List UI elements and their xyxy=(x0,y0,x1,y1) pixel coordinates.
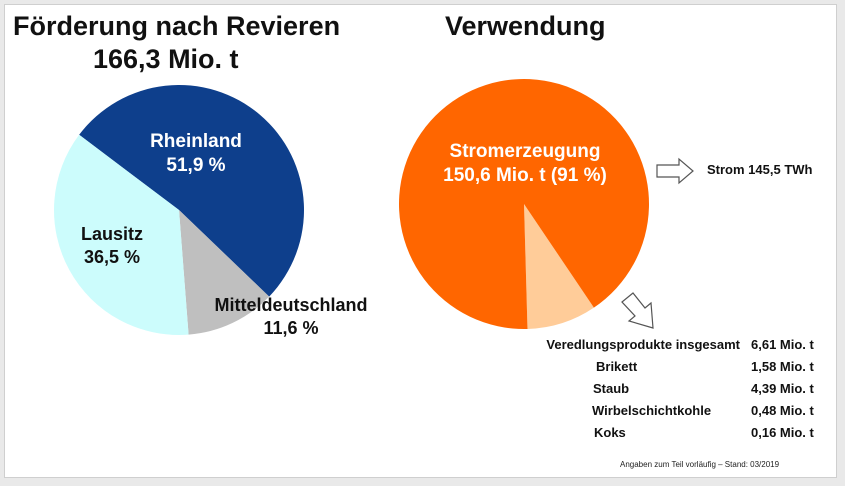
chart-title-foerderung: Förderung nach Revieren xyxy=(13,11,341,41)
label-lausitz-value: 36,5 % xyxy=(83,246,141,267)
veredlung-row-0: Veredlungsprodukte insgesamt xyxy=(5,337,740,359)
chart-title-verwendung: Verwendung xyxy=(445,11,606,41)
arrow-right-icon xyxy=(656,157,694,185)
veredlung-value-3: 0,48 Mio. t xyxy=(751,403,814,418)
pie-slice-veredlungsprodukte-insgesamt xyxy=(524,204,594,329)
pie-charts-svg xyxy=(53,79,694,336)
label-rheinland-value: 51,9 % xyxy=(166,154,226,176)
veredlung-name: Brikett xyxy=(596,359,638,374)
arrow-down-right-icon xyxy=(621,292,654,329)
pie-foerderung xyxy=(53,85,304,336)
veredlung-name: Wirbelschichtkohle xyxy=(592,403,712,418)
label-mitteldeutschland: Mitteldeutschland 11,6 % xyxy=(201,294,381,339)
label-mitteldeutschland-value: 11,6 % xyxy=(263,317,319,338)
label-stromerzeugung-value: 150,6 Mio. t (91 %) xyxy=(443,164,607,186)
pie-slice-lausitz xyxy=(53,134,189,336)
veredlung-value-1: 1,58 Mio. t xyxy=(751,359,814,374)
footnote: Angaben zum Teil vorläufig – Stand: 03/2… xyxy=(620,460,780,469)
veredlung-row-4: Koks xyxy=(5,425,735,447)
label-lausitz-name: Lausitz xyxy=(80,224,143,244)
veredlung-name: Staub xyxy=(593,381,630,396)
veredlung-name: Koks xyxy=(594,425,626,440)
veredlung-value-0: 6,61 Mio. t xyxy=(751,337,814,352)
annotation-strom: Strom 145,5 TWh xyxy=(707,162,813,177)
veredlung-value-2: 4,39 Mio. t xyxy=(751,381,814,396)
veredlung-name: Veredlungsprodukte insgesamt xyxy=(546,337,740,352)
label-stromerzeugung-name: Stromerzeugung xyxy=(449,141,601,162)
pie-slice-rheinland xyxy=(79,85,304,297)
veredlung-row-1: Brikett xyxy=(5,359,735,381)
label-rheinland: Rheinland 51,9 % xyxy=(146,130,246,178)
chart-subtitle-total: 166,3 Mio. t xyxy=(93,44,239,74)
pie-slice-mitteldeutschland xyxy=(179,210,270,335)
label-stromerzeugung: Stromerzeugung 150,6 Mio. t (91 %) xyxy=(430,140,620,188)
pie-slice-stromerzeugung xyxy=(399,79,650,329)
label-lausitz: Lausitz 36,5 % xyxy=(67,223,157,268)
veredlung-row-3: Wirbelschichtkohle xyxy=(5,403,735,425)
label-rheinland-name: Rheinland xyxy=(150,131,242,152)
pie-verwendung xyxy=(399,79,650,329)
veredlung-row-2: Staub xyxy=(5,381,735,403)
label-mitteldeutschland-name: Mitteldeutschland xyxy=(214,295,368,315)
veredlung-value-4: 0,16 Mio. t xyxy=(751,425,814,440)
chart-slide: Förderung nach Revieren 166,3 Mio. t Ver… xyxy=(4,4,837,478)
